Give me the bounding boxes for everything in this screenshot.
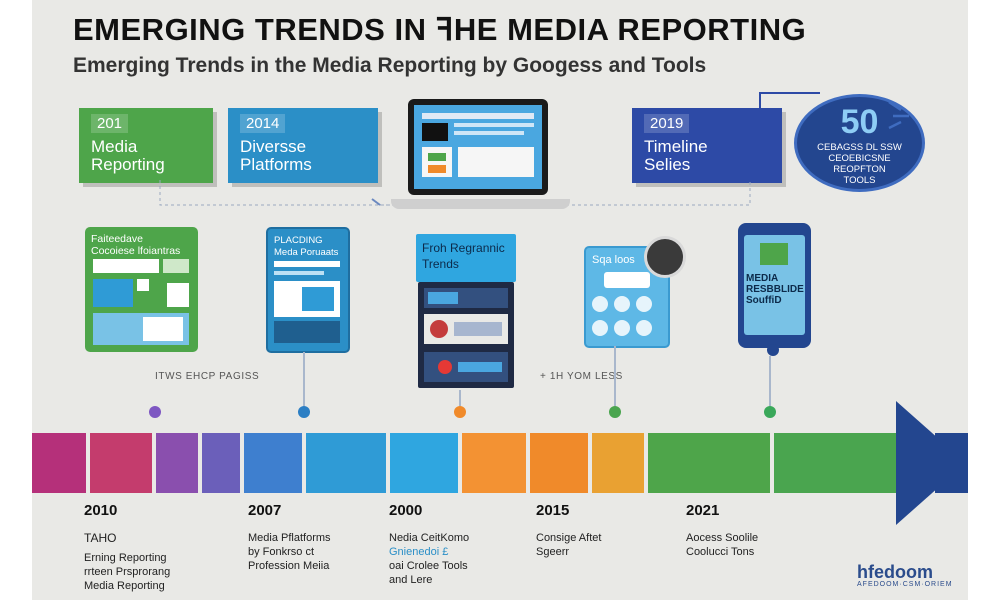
- connector-line: [459, 390, 461, 406]
- brand-logo-sub: AFEDOOM·CSM·ORIEM: [857, 581, 953, 588]
- card-header: MEDIA RESBBLIDE SouffiD: [746, 273, 804, 306]
- badge-line1: CEBAGSS DL SSW: [817, 142, 902, 153]
- timeline-segment: [592, 433, 644, 493]
- signal-lines-icon: [888, 100, 909, 130]
- tag-media-reporting: 201 Media Reporting: [79, 108, 213, 183]
- page-title: EMERGING TRENDS IN ꟻHE MEDIA REPORTING: [73, 12, 807, 47]
- timeline-end-cap: [935, 433, 968, 493]
- tools-badge: 50 CEBAGSS DL SSW CEOEBICSNE REOPFTON TO…: [794, 94, 925, 192]
- timeline-dot: [609, 406, 621, 418]
- tag-year: 201: [91, 114, 129, 133]
- tag-label-line1: Media: [91, 137, 138, 156]
- timeline-segment: [462, 433, 526, 493]
- tag-label-line2: Reporting: [91, 155, 165, 174]
- milestone-desc: Consige Aftet Sgeerr: [536, 532, 602, 558]
- timeline-segment: [530, 433, 588, 493]
- page-subtitle: Emerging Trends in the Media Reporting b…: [73, 54, 707, 77]
- timeline-segment: [244, 433, 302, 493]
- card-header: PLACDING Meda Poruaats: [274, 235, 339, 258]
- milestone-year: 2015: [536, 502, 570, 519]
- timeline-segment: [390, 433, 458, 493]
- badge-connector: [759, 92, 820, 115]
- tag-label-line2: Platforms: [240, 155, 312, 174]
- tablet-button: [767, 344, 779, 356]
- milestone-desc: Nedia CeitKomo Gnienedoi £ oai Crolee To…: [389, 532, 470, 586]
- card-media-tablet: MEDIA RESBBLIDE SouffiD: [738, 223, 811, 348]
- timeline-segment: [90, 433, 152, 493]
- timeline-dot: [298, 406, 310, 418]
- tag-label-line1: Diversse: [240, 137, 307, 156]
- timeline-dot: [149, 406, 161, 418]
- card-programmatic-trends: Froh Regrannic Trends: [416, 234, 516, 282]
- card-tools: Sqa loos: [584, 246, 670, 348]
- card-header: Sqa loos: [592, 254, 635, 266]
- timeline-dot: [454, 406, 466, 418]
- caption-right: + 1H YOM LESS: [540, 371, 623, 382]
- tag-label-line1: Timeline: [644, 137, 708, 156]
- connector-lines: [159, 180, 751, 206]
- milestone-desc: TAHO Erning Reporting rrteen Prsprorang …: [84, 531, 171, 592]
- card-header: Froh Regrannic Trends: [422, 241, 505, 271]
- badge-line3: REOPFTON: [833, 164, 886, 175]
- laptop-icon: [408, 99, 548, 195]
- milestone-desc: Media Pflatforms by Fonkrso ct Professio…: [248, 532, 331, 572]
- timeline-segment: [156, 433, 198, 493]
- card-header: Faiteedave Cocoiese lfoiantras: [91, 233, 181, 257]
- connector-line: [769, 356, 771, 406]
- milestone-year: 2000: [389, 502, 423, 519]
- tag-year: 2014: [240, 114, 286, 133]
- milestone-year: 2007: [248, 502, 282, 519]
- laptop-base: [391, 199, 570, 209]
- milestone-year: 2010: [84, 502, 118, 519]
- card-diverse-platforms: PLACDING Meda Poruaats: [266, 227, 350, 353]
- timeline-segment: [306, 433, 386, 493]
- tag-timeline-series: 2019 Timeline Selies: [632, 108, 782, 183]
- timeline-segment: [774, 433, 898, 493]
- tag-diverse-platforms: 2014 Diversse Platforms: [228, 108, 378, 183]
- badge-number: 50: [840, 103, 879, 141]
- connector-line: [614, 346, 616, 406]
- timeline-dot: [764, 406, 776, 418]
- badge-line2: CEOEBICSNE: [828, 153, 891, 164]
- avatar: [644, 236, 686, 278]
- timeline-segment: [648, 433, 770, 493]
- timeline-segment: [202, 433, 240, 493]
- brand-logo: hfedoom: [857, 562, 933, 582]
- card-media-reporting: Faiteedave Cocoiese lfoiantras: [85, 227, 198, 352]
- connector-line: [303, 352, 305, 406]
- badge-line4: TOOLS: [843, 175, 876, 186]
- timeline-segment: [32, 433, 86, 493]
- milestone-year: 2021: [686, 502, 720, 519]
- milestone-desc: Aocess Soolile Coolucci Tons: [686, 532, 759, 558]
- tag-year: 2019: [644, 114, 690, 133]
- tag-label-line2: Selies: [644, 155, 691, 174]
- card-dashboard-screen: [418, 282, 514, 388]
- caption-left: ITWS EHCP PAGISS: [155, 371, 260, 382]
